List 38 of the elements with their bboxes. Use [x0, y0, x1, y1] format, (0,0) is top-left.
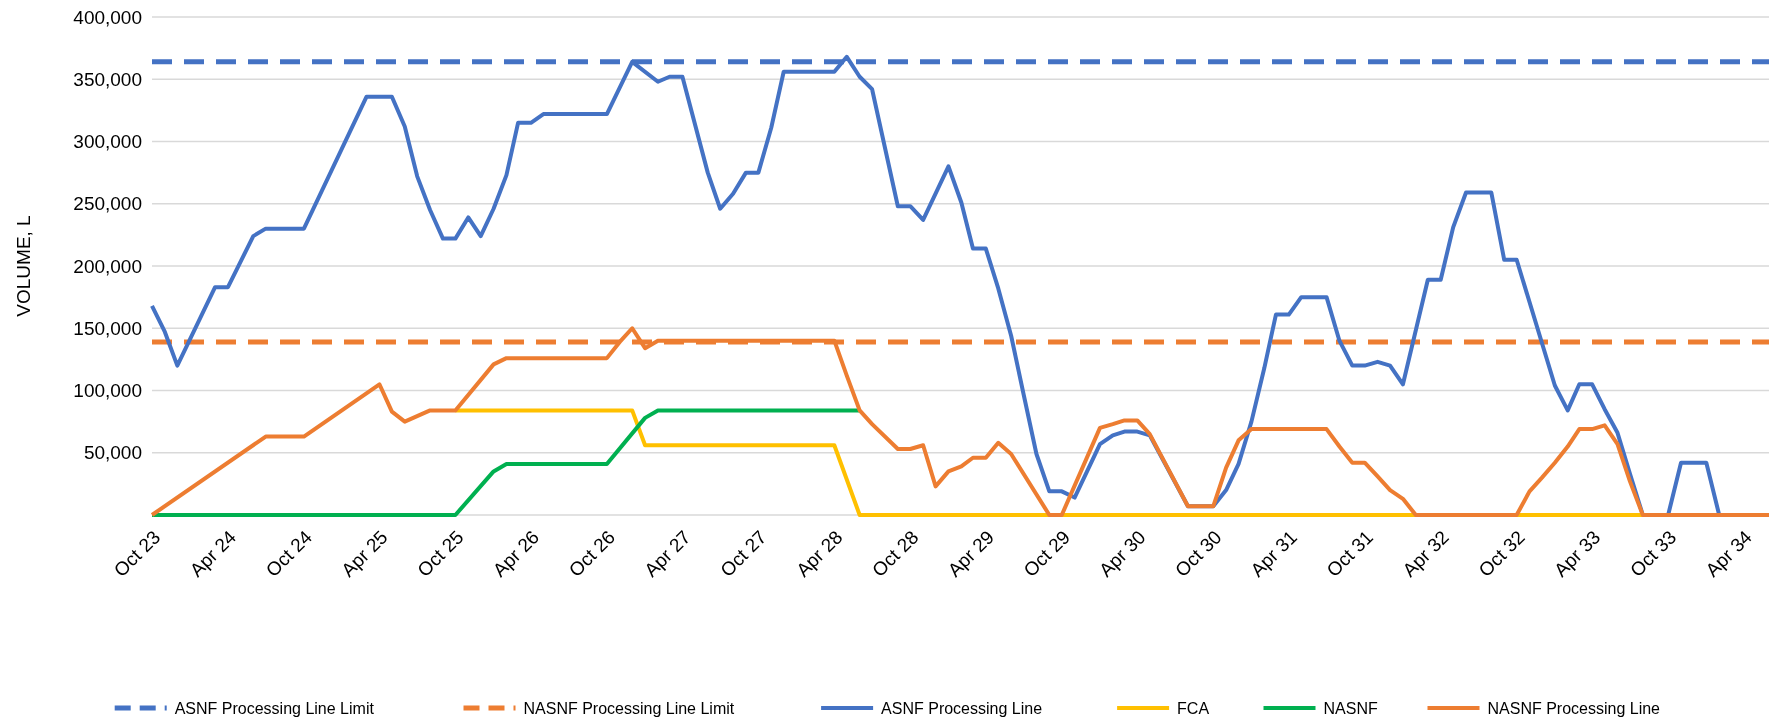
- y-tick-label: 350,000: [73, 68, 142, 90]
- x-tick-label: Apr 28: [792, 526, 847, 581]
- line-series: [150, 326, 1771, 517]
- x-tick-label: Apr 31: [1246, 526, 1302, 581]
- x-tick-label: Apr 32: [1398, 526, 1453, 581]
- x-tick-label: Apr 34: [1701, 526, 1757, 581]
- y-tick-label: 400,000: [73, 6, 142, 28]
- x-tick-label: Apr 25: [337, 526, 392, 581]
- x-tick-label: Oct 30: [1171, 526, 1226, 581]
- legend-label: NASNF Processing Line Limit: [523, 699, 735, 717]
- legend-label: NASNF: [1323, 699, 1378, 717]
- x-tick-label: Oct 32: [1474, 526, 1529, 581]
- x-tick-label: Apr 30: [1095, 526, 1150, 581]
- x-tick-label: Oct 28: [868, 526, 923, 581]
- y-tick-label: 150,000: [73, 317, 142, 339]
- y-axis-title: VOLUME, L: [13, 215, 34, 317]
- y-tick-label: 250,000: [73, 193, 142, 215]
- x-tick-label: Apr 33: [1549, 526, 1605, 581]
- x-tick-label: Oct 24: [261, 526, 317, 581]
- x-tick-label: Apr 26: [488, 526, 544, 581]
- x-tick-label: Oct 23: [109, 526, 165, 581]
- y-tick-label: 100,000: [73, 380, 142, 402]
- legend-label: FCA: [1177, 699, 1210, 717]
- x-tick-label: Oct 29: [1019, 526, 1074, 581]
- x-tick-label: Apr 24: [185, 526, 241, 581]
- x-tick-label: Apr 27: [640, 526, 695, 581]
- legend-label: ASNF Processing Line Limit: [174, 699, 375, 717]
- legend-label: NASNF Processing Line: [1487, 699, 1661, 717]
- x-tick-label: Oct 26: [564, 526, 620, 581]
- y-tick-label: 200,000: [73, 255, 142, 277]
- legend-label: ASNF Processing Line: [881, 699, 1043, 717]
- x-tick-label: Oct 31: [1322, 526, 1377, 581]
- y-tick-label: 300,000: [73, 131, 142, 153]
- x-tick-label: Oct 25: [413, 526, 468, 581]
- y-tick-label: 50,000: [83, 442, 142, 464]
- x-tick-label: Oct 33: [1625, 526, 1681, 581]
- x-tick-label: Oct 27: [716, 526, 771, 581]
- x-tick-label: Apr 29: [943, 526, 999, 581]
